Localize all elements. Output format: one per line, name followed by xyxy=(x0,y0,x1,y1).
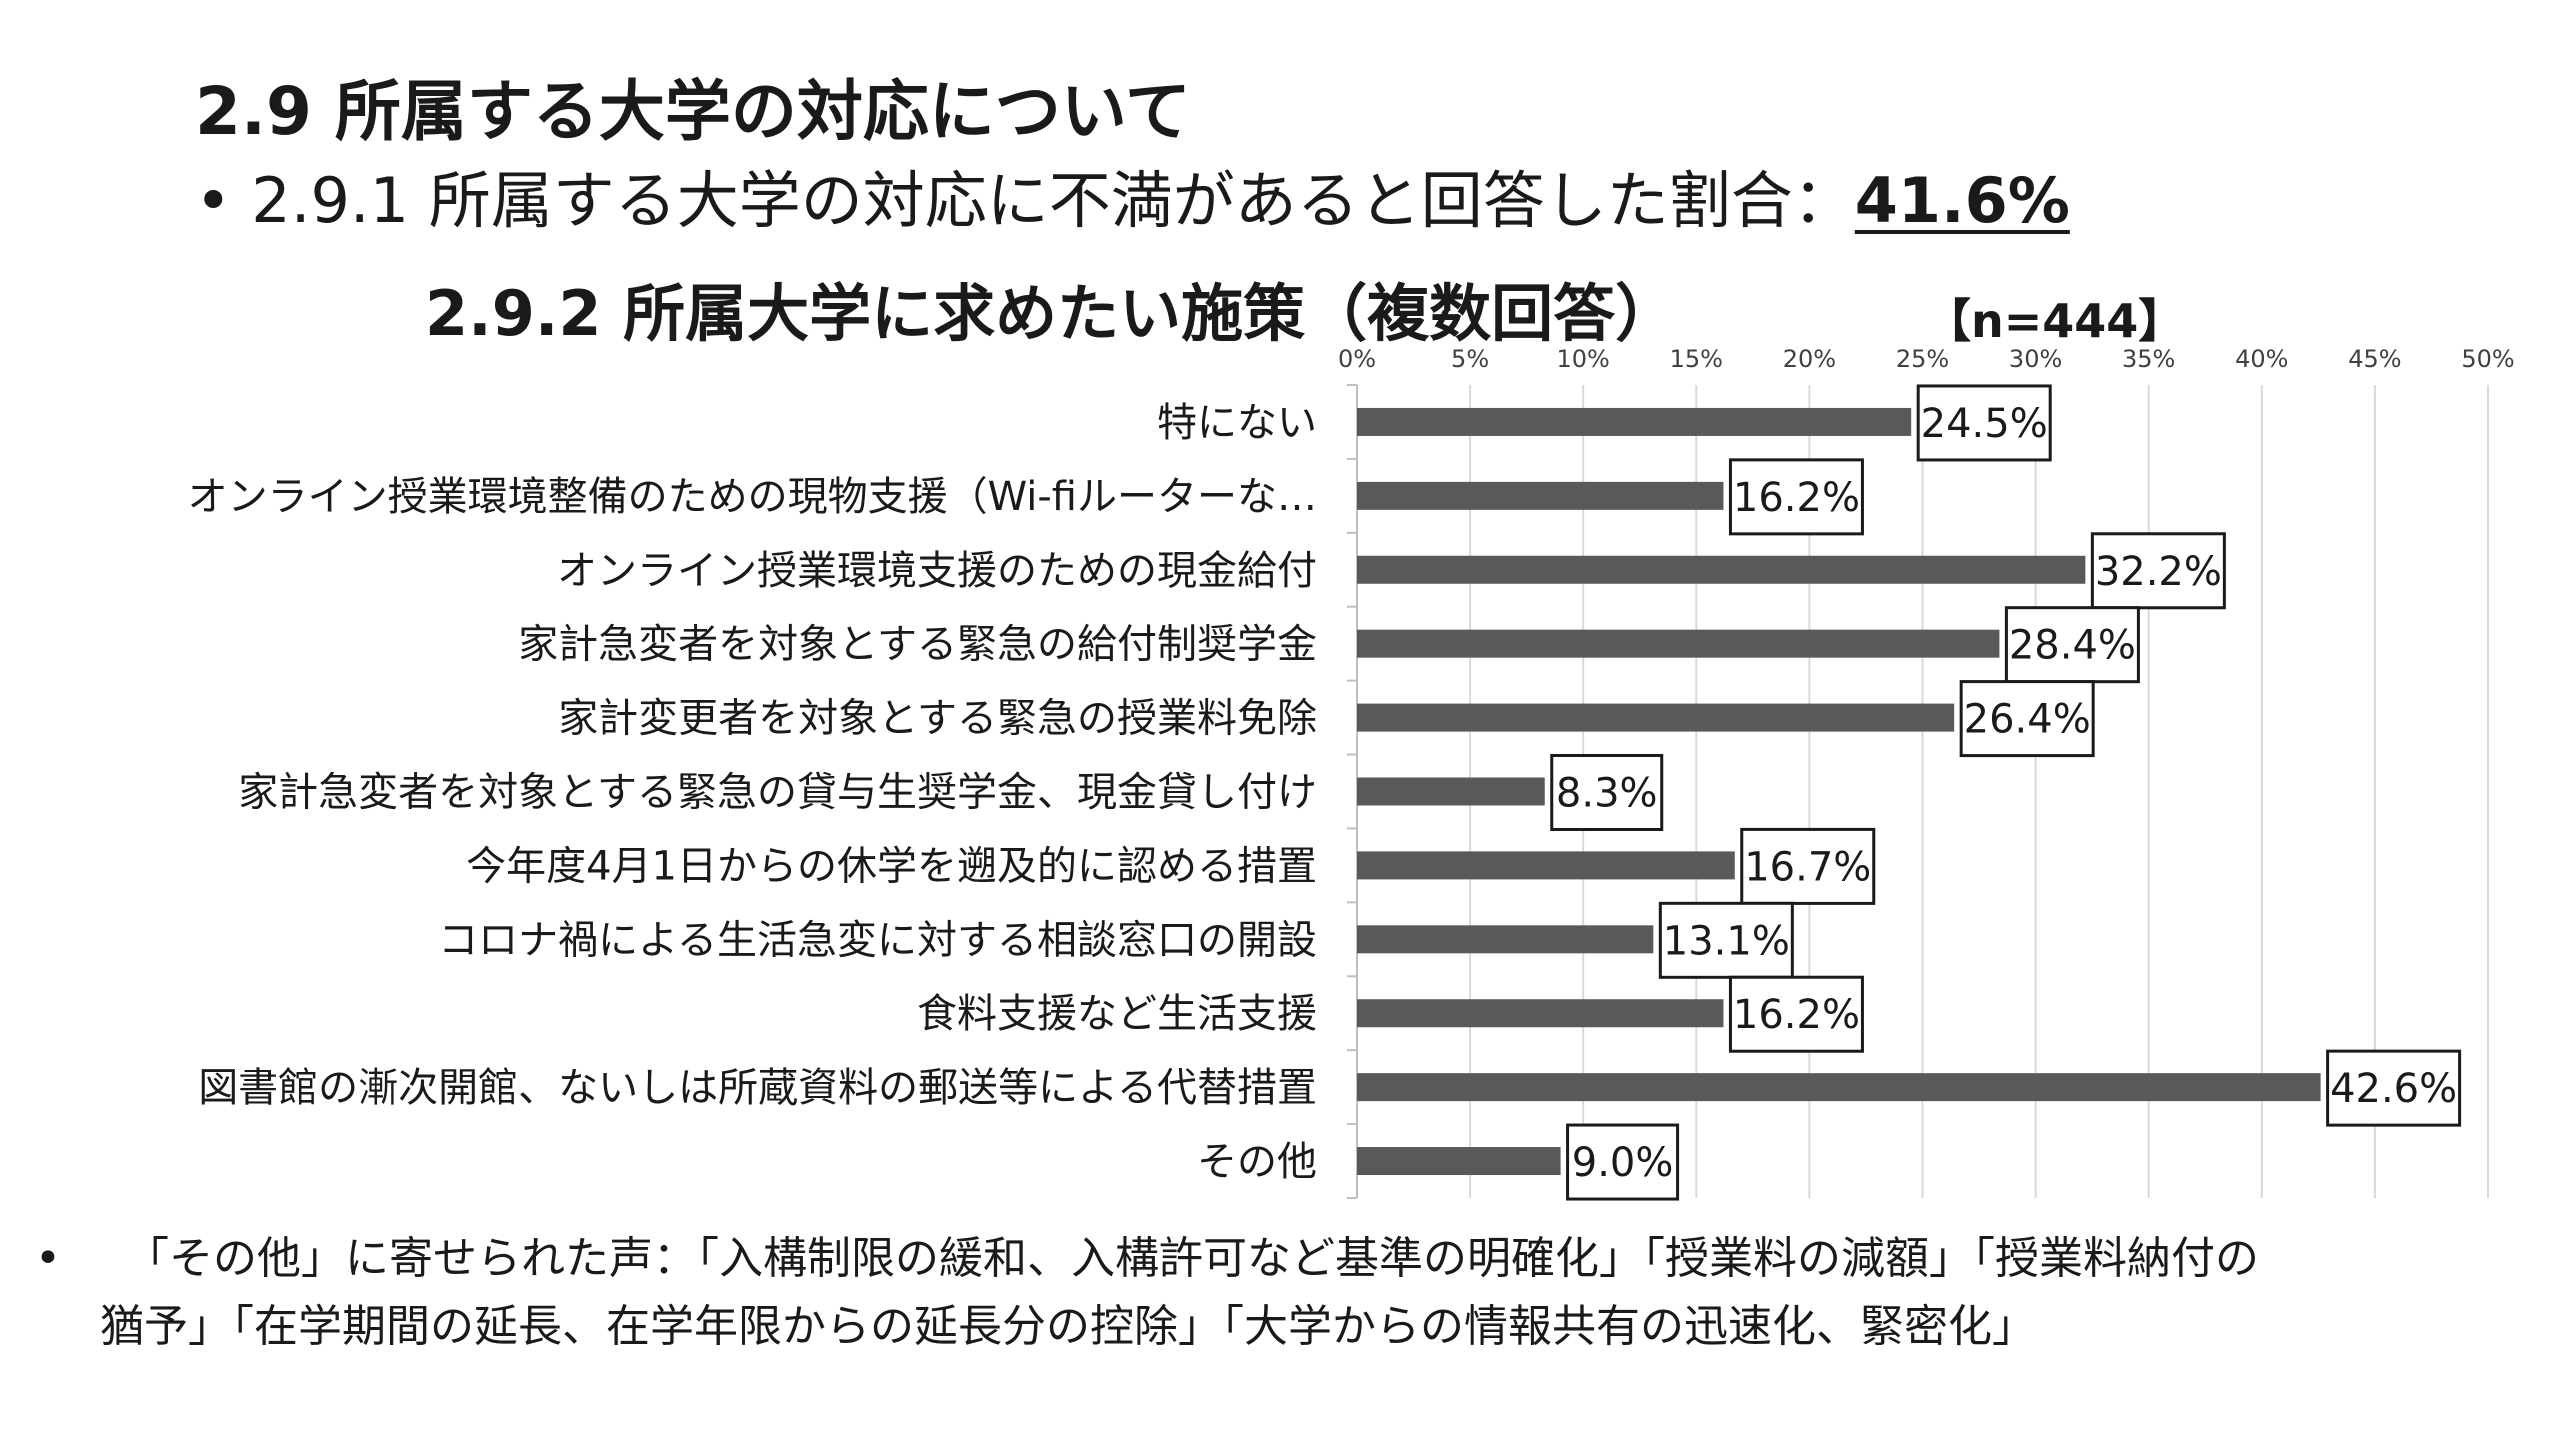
category-label: 図書館の漸次開館、ないしは所蔵資料の郵送等による代替措置 xyxy=(198,1065,1317,1111)
bar xyxy=(1357,851,1735,880)
data-label: 16.2% xyxy=(1733,475,1860,521)
footnote-bullet: • xyxy=(35,1233,61,1284)
category-label: オンライン授業環境整備のための現物支援（Wi-fiルーターな… xyxy=(188,474,1317,520)
data-label: 28.4% xyxy=(2009,623,2136,669)
data-label-box xyxy=(1740,827,1876,905)
footnote-line-1: • 「その他」に寄せられた声：「入構制限の緩和、入構許可など基準の明確化」「授業… xyxy=(35,1222,2259,1286)
data-label-box xyxy=(1550,754,1664,831)
data-label-box xyxy=(1728,975,1864,1053)
x-tick-label: 0% xyxy=(1338,345,1376,373)
category-label: 食料支援など生活支援 xyxy=(917,991,1317,1037)
bar xyxy=(1357,777,1545,806)
dissatisfaction-subtitle: • 2.9.1 所属する大学の対応に不満があると回答した割合：41.6% xyxy=(195,150,2070,240)
data-label-box xyxy=(1658,901,1794,979)
bar xyxy=(1357,555,2086,584)
x-tick-label: 15% xyxy=(1670,345,1723,373)
bar xyxy=(1357,999,1724,1028)
data-label: 9.0% xyxy=(1572,1140,1674,1186)
bar xyxy=(1357,407,1912,436)
data-label-box xyxy=(2090,532,2226,610)
data-label-box xyxy=(2326,1049,2462,1127)
bar xyxy=(1357,1147,1561,1176)
data-label: 8.3% xyxy=(1556,771,1658,817)
subtitle-text: 2.9.1 所属する大学の対応に不満があると回答した割合： xyxy=(251,164,1855,237)
section-title: 2.9 所属する大学の対応について xyxy=(195,73,1191,150)
data-label: 24.5% xyxy=(1921,401,2048,447)
chart-title: 2.9.2 所属大学に求めたい施策（複数回答） xyxy=(425,277,1678,350)
x-tick-label: 20% xyxy=(1783,345,1836,373)
x-tick-label: 25% xyxy=(1896,345,1949,373)
bar xyxy=(1357,1073,2321,1102)
data-label-box xyxy=(1566,1123,1680,1201)
footnote-text-1: 「その他」に寄せられた声：「入構制限の緩和、入構許可など基準の明確化」「授業料の… xyxy=(124,1233,2259,1284)
category-label: 今年度4月1日からの休学を遡及的に認める措置 xyxy=(466,843,1317,889)
category-label: コロナ禍による生活急変に対する相談窓口の開設 xyxy=(438,917,1317,963)
category-label: 特にない xyxy=(1157,400,1317,446)
category-label: 家計急変者を対象とする緊急の貸与生奨学金、現金貸し付け xyxy=(238,770,1317,816)
bar xyxy=(1357,925,1654,954)
data-label-box xyxy=(1959,680,2095,758)
x-tick-label: 5% xyxy=(1451,345,1489,373)
x-tick-label: 50% xyxy=(2461,345,2514,373)
category-label: 家計急変者を対象とする緊急の給付制奨学金 xyxy=(518,622,1317,668)
data-label: 42.6% xyxy=(2330,1066,2457,1112)
x-tick-label: 40% xyxy=(2235,345,2288,373)
category-label: 家計変更者を対象とする緊急の授業料免除 xyxy=(558,696,1317,742)
footnote-line-2: 猶予」「在学期間の延長、在学年限からの延長分の控除」「大学からの情報共有の迅速化… xyxy=(100,1301,2036,1352)
data-label: 13.1% xyxy=(1663,918,1790,964)
data-label-box xyxy=(1916,384,2052,462)
bar xyxy=(1357,629,2000,658)
subtitle-value: 41.6% xyxy=(1854,164,2070,237)
data-label: 16.7% xyxy=(1744,844,1871,890)
data-label-box xyxy=(2004,606,2140,684)
data-label-box xyxy=(1728,458,1864,536)
data-label: 26.4% xyxy=(1964,697,2091,743)
sample-size: 【n=444】 xyxy=(1925,294,2185,348)
category-label: オンライン授業環境支援のための現金給付 xyxy=(557,548,1317,594)
x-tick-label: 30% xyxy=(2009,345,2062,373)
bar xyxy=(1357,703,1955,732)
x-tick-label: 10% xyxy=(1557,345,1610,373)
x-tick-label: 35% xyxy=(2122,345,2175,373)
x-tick-label: 45% xyxy=(2348,345,2401,373)
bar xyxy=(1357,481,1724,510)
bullet: • xyxy=(195,164,232,237)
category-label: その他 xyxy=(1197,1139,1317,1185)
data-label: 32.2% xyxy=(2095,549,2222,595)
data-label: 16.2% xyxy=(1733,992,1860,1038)
